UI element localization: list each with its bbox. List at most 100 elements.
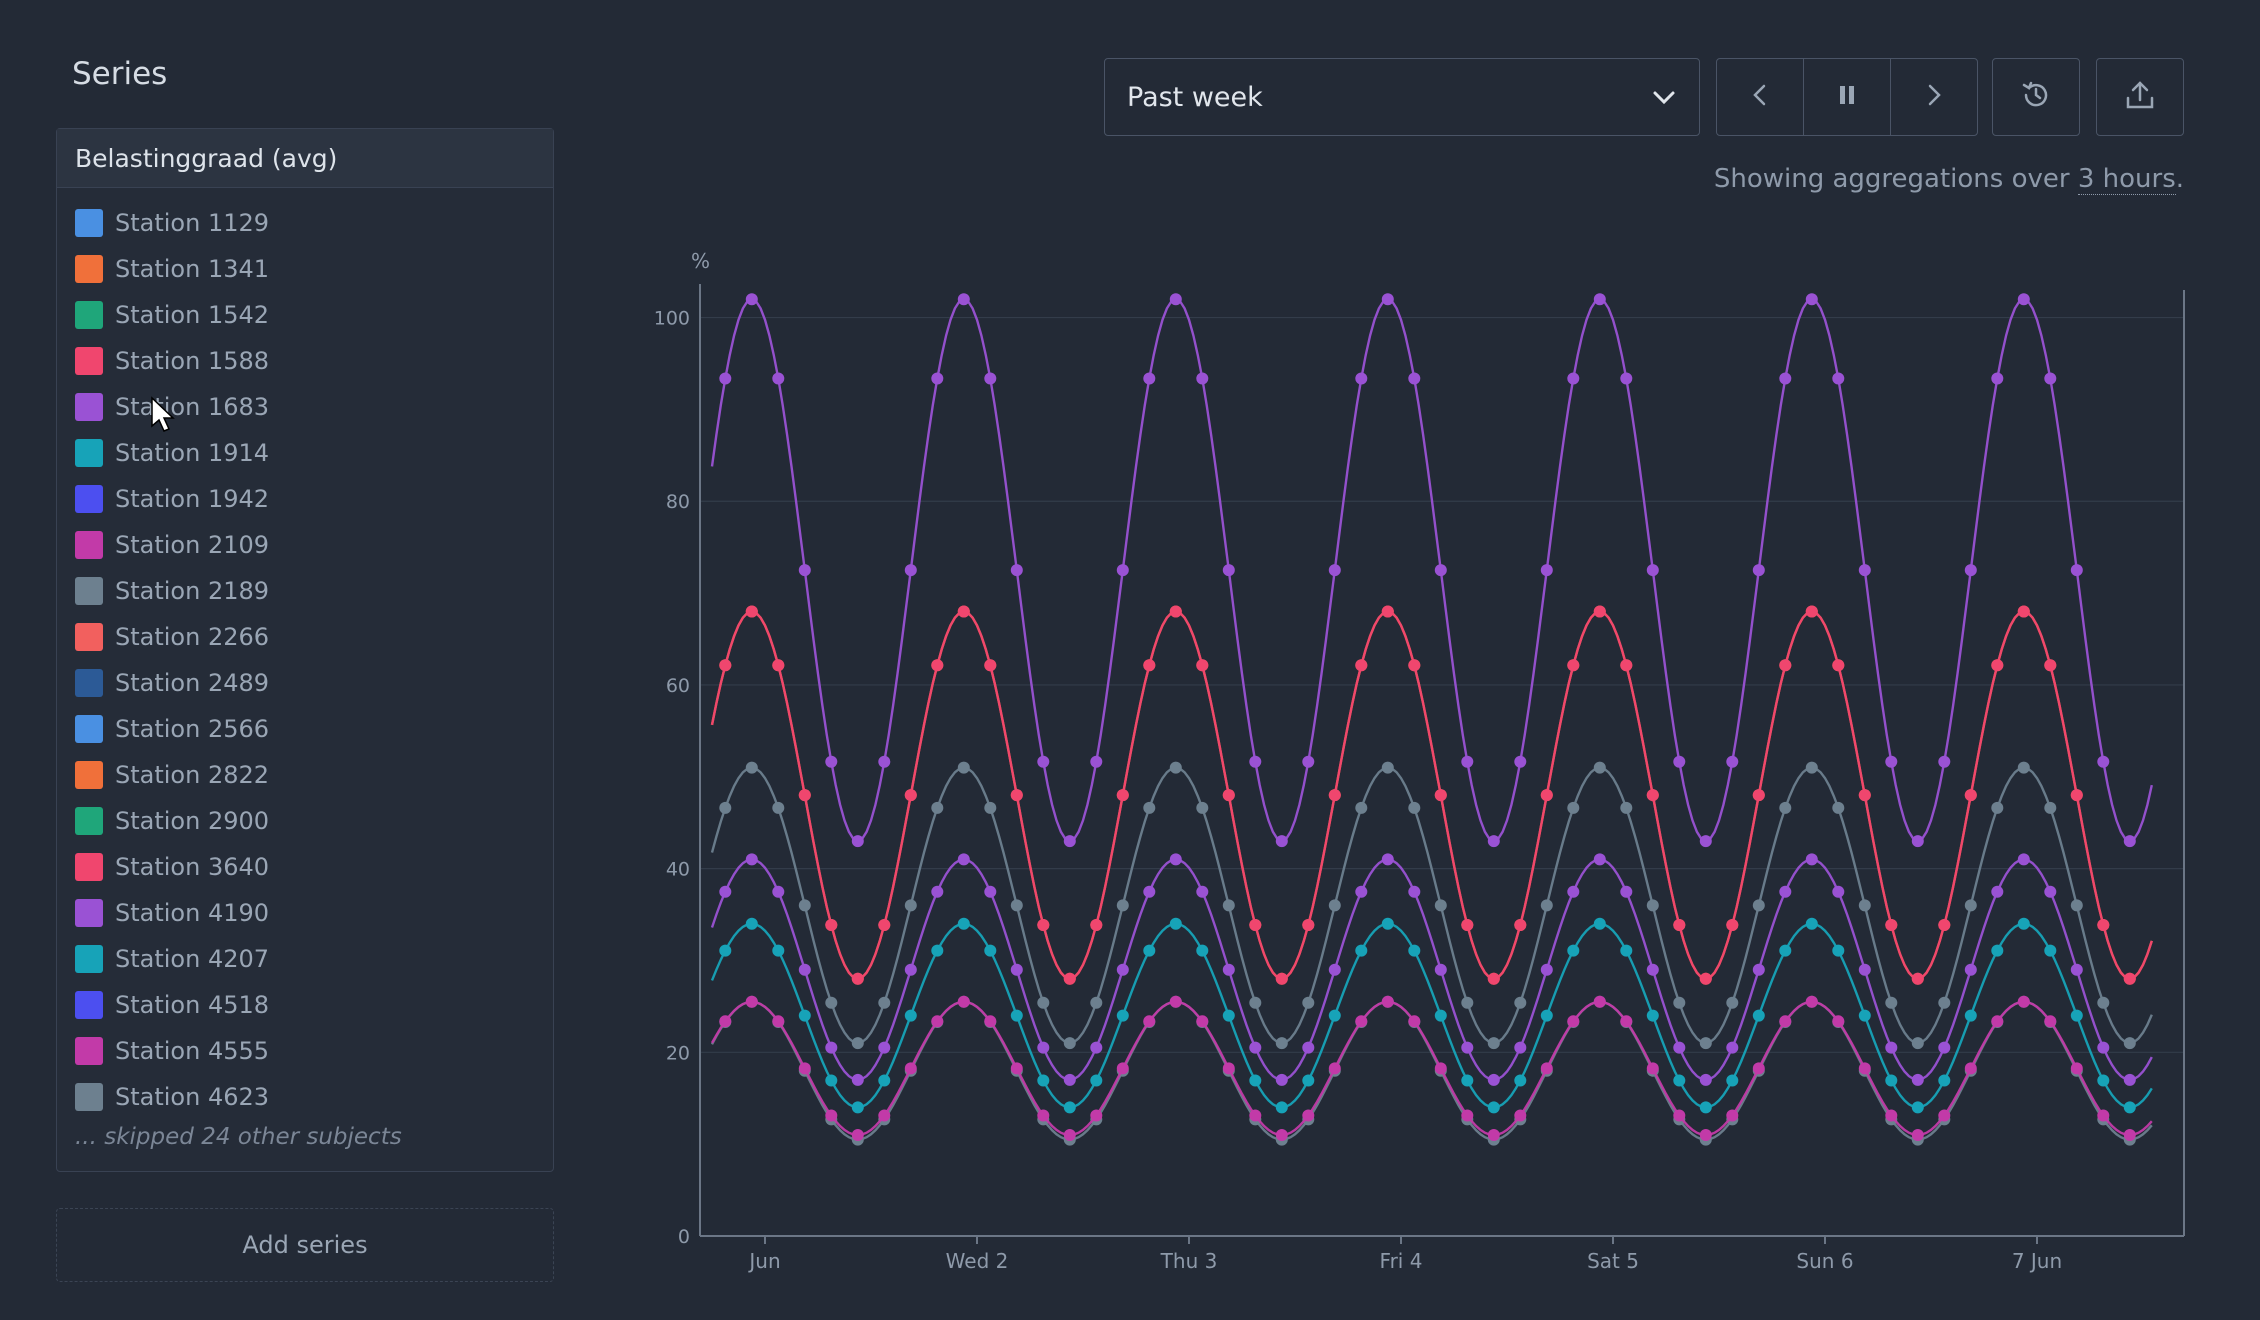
data-point: [1858, 789, 1871, 802]
x-tick-label: 7 Jun: [2012, 1249, 2062, 1273]
series-item[interactable]: Station 1341: [57, 246, 553, 292]
data-point: [1779, 372, 1792, 385]
data-point: [2070, 789, 2083, 802]
data-point: [1726, 1074, 1739, 1087]
series-item[interactable]: Station 4555: [57, 1028, 553, 1074]
series-item[interactable]: Station 4190: [57, 890, 553, 936]
data-point: [904, 789, 917, 802]
data-point: [1116, 899, 1129, 912]
data-point: [2044, 944, 2057, 957]
series-line: [710, 610, 2153, 981]
history-button[interactable]: [1993, 59, 2079, 135]
series-item[interactable]: Station 4623: [57, 1074, 553, 1120]
data-point: [1805, 917, 1818, 930]
data-point: [772, 801, 785, 814]
y-tick-label: 20: [666, 1042, 690, 1064]
series-label: Station 2109: [115, 531, 270, 559]
series-item[interactable]: Station 1942: [57, 476, 553, 522]
data-point: [1858, 564, 1871, 577]
series-item[interactable]: Station 4207: [57, 936, 553, 982]
data-point: [2017, 853, 2030, 866]
series-item[interactable]: Station 1683: [57, 384, 553, 430]
next-button[interactable]: [1890, 59, 1977, 135]
series-item[interactable]: Station 2489: [57, 660, 553, 706]
data-point: [1805, 853, 1818, 866]
data-point: [825, 1074, 838, 1087]
pause-icon: [1833, 81, 1861, 113]
data-point: [772, 944, 785, 957]
data-point: [1249, 1074, 1262, 1087]
data-point: [1858, 899, 1871, 912]
data-point: [1408, 659, 1421, 672]
data-point: [1620, 801, 1633, 814]
data-point: [1991, 372, 2004, 385]
series-item[interactable]: Station 2189: [57, 568, 553, 614]
data-point: [1514, 1041, 1527, 1054]
data-point: [1063, 972, 1076, 985]
time-range-select[interactable]: Past week: [1104, 58, 1700, 136]
data-point: [1328, 963, 1341, 976]
data-point: [798, 564, 811, 577]
previous-button[interactable]: [1717, 59, 1803, 135]
data-point: [2097, 996, 2110, 1009]
data-point: [1063, 1037, 1076, 1050]
series-label: Station 3640: [115, 853, 270, 881]
data-point: [1699, 1129, 1712, 1141]
series-color-swatch: [75, 255, 103, 283]
series-group-header[interactable]: Belastinggraad (avg): [57, 129, 553, 188]
pause-button[interactable]: [1803, 59, 1890, 135]
data-point: [1885, 919, 1898, 931]
series-item[interactable]: Station 1129: [57, 200, 553, 246]
data-point: [1408, 1015, 1421, 1028]
series-item[interactable]: Station 2109: [57, 522, 553, 568]
data-point: [1169, 917, 1182, 930]
series-item[interactable]: Station 3640: [57, 844, 553, 890]
series-item[interactable]: Station 2266: [57, 614, 553, 660]
series-list: Station 1129 Station 1341 Station 1542 Stat…: [57, 188, 553, 1120]
series-label: Station 4518: [115, 991, 270, 1019]
data-point: [1567, 944, 1580, 957]
data-point: [1461, 919, 1474, 931]
data-point: [1196, 885, 1209, 898]
series-item[interactable]: Station 1542: [57, 292, 553, 338]
series-label: Station 1129: [115, 209, 270, 237]
series-item[interactable]: Station 4518: [57, 982, 553, 1028]
data-point: [1646, 963, 1659, 976]
series-item[interactable]: Station 2822: [57, 752, 553, 798]
data-point: [1408, 801, 1421, 814]
data-point: [1938, 996, 1951, 1009]
series-item[interactable]: Station 1588: [57, 338, 553, 384]
series-line: [710, 610, 2153, 981]
aggregation-period[interactable]: 3 hours: [2077, 164, 2176, 195]
data-point: [904, 899, 917, 912]
series-line: [710, 766, 2153, 1045]
data-point: [719, 801, 732, 814]
data-point: [719, 885, 732, 898]
data-point: [1143, 801, 1156, 814]
data-point: [1461, 755, 1474, 768]
data-point: [1938, 1109, 1951, 1122]
series-item[interactable]: Station 2566: [57, 706, 553, 752]
data-point: [772, 1015, 785, 1028]
data-point: [1408, 944, 1421, 957]
data-point: [825, 1041, 838, 1054]
data-point: [1673, 1041, 1686, 1054]
export-button[interactable]: [2097, 59, 2183, 135]
data-point: [1885, 1041, 1898, 1054]
data-point: [1143, 1015, 1156, 1028]
data-point: [1196, 801, 1209, 814]
data-point: [957, 293, 970, 306]
series-item[interactable]: Station 1914: [57, 430, 553, 476]
data-point: [798, 1062, 811, 1075]
data-point: [1567, 1015, 1580, 1028]
data-point: [1540, 1009, 1553, 1022]
series-item[interactable]: Station 2900: [57, 798, 553, 844]
data-point: [1355, 885, 1368, 898]
data-point: [1143, 885, 1156, 898]
data-point: [1143, 944, 1156, 957]
data-point: [745, 853, 758, 866]
data-point: [851, 972, 864, 985]
add-series-button[interactable]: Add series: [56, 1208, 554, 1282]
data-point: [1540, 789, 1553, 802]
data-point: [1461, 1109, 1474, 1122]
